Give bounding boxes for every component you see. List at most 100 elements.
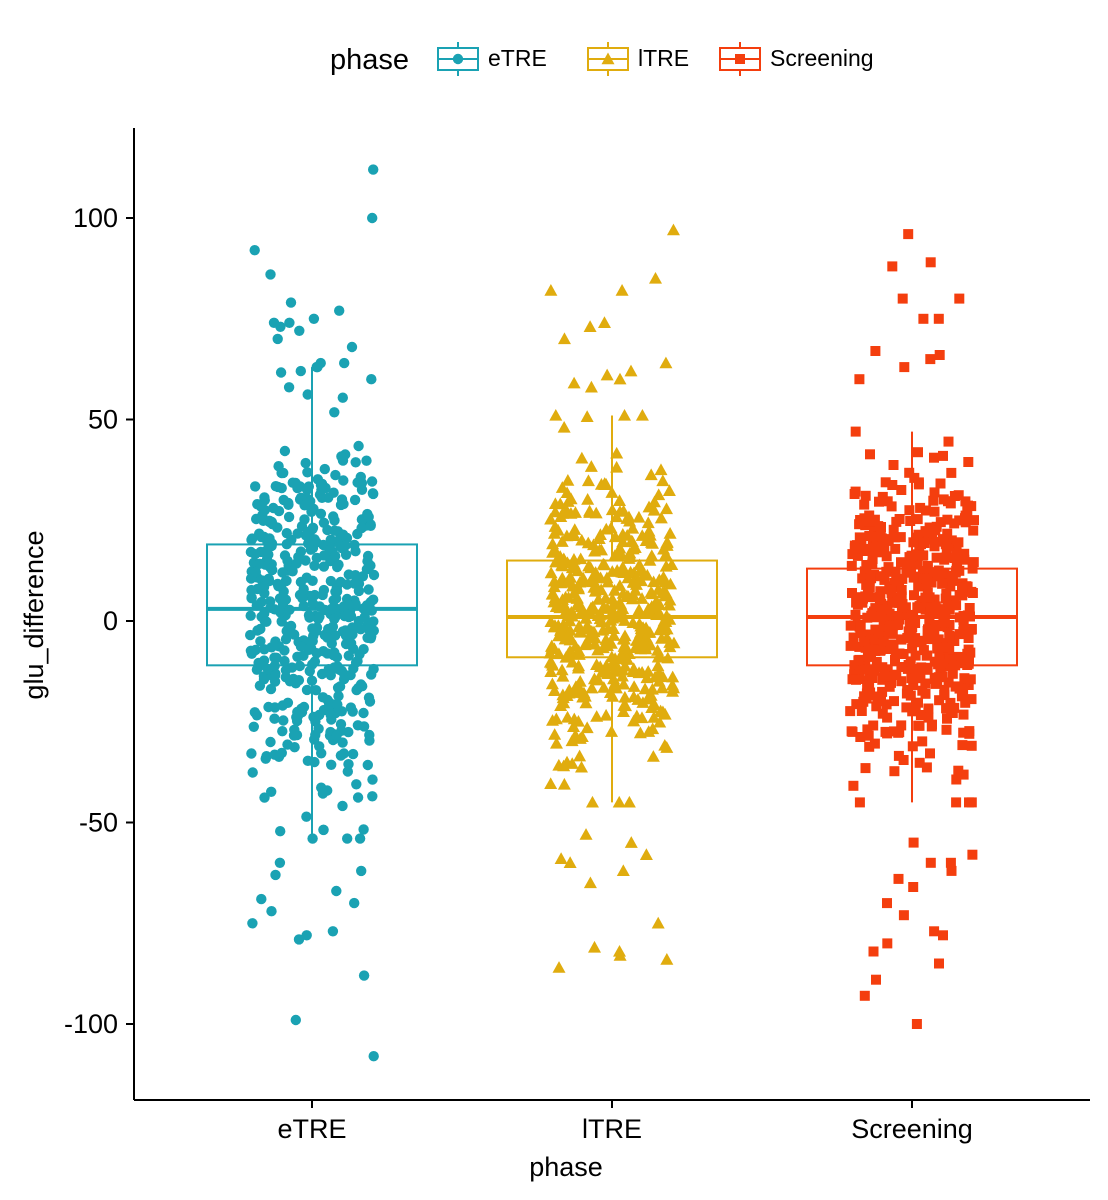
data-point <box>299 500 310 511</box>
data-point <box>931 552 942 563</box>
data-point <box>359 611 370 623</box>
data-point <box>896 557 906 568</box>
data-point <box>959 548 970 559</box>
data-point <box>547 642 561 655</box>
data-point <box>365 520 376 531</box>
data-point <box>640 568 654 581</box>
data-point <box>946 467 957 478</box>
data-point <box>643 554 657 566</box>
data-point <box>923 624 933 635</box>
data-point <box>632 510 646 523</box>
data-point <box>606 690 620 702</box>
data-point <box>246 584 257 596</box>
data-point <box>609 661 623 674</box>
data-point <box>894 648 905 659</box>
data-point <box>849 543 860 554</box>
data-point <box>617 504 631 517</box>
data-point <box>323 697 335 708</box>
data-point <box>968 557 979 568</box>
data-point <box>547 580 561 593</box>
data-point <box>264 516 275 528</box>
data-point <box>847 549 858 560</box>
data-point <box>937 570 947 581</box>
data-point-outlier <box>584 380 598 393</box>
data-point <box>918 573 929 584</box>
data-point <box>310 685 322 696</box>
data-point-outlier <box>275 321 286 332</box>
data-point <box>950 567 961 578</box>
data-point <box>338 475 349 486</box>
data-point <box>654 463 668 476</box>
data-point <box>877 708 888 719</box>
data-point <box>942 528 953 539</box>
data-point <box>626 521 640 534</box>
data-point <box>337 737 348 748</box>
data-point <box>959 554 970 565</box>
data-point <box>889 670 900 680</box>
data-point <box>660 631 674 644</box>
data-point <box>915 502 926 513</box>
data-point <box>850 426 861 437</box>
data-point <box>941 543 952 554</box>
data-point <box>277 700 288 711</box>
data-point <box>929 594 940 605</box>
legend-key-marker <box>735 54 745 64</box>
data-point <box>268 502 279 514</box>
data-point <box>937 642 948 653</box>
data-point <box>854 519 865 530</box>
data-point <box>865 449 875 460</box>
data-point <box>860 763 871 774</box>
data-point <box>361 455 372 466</box>
data-point <box>632 603 646 616</box>
data-point <box>666 670 680 683</box>
data-point <box>352 477 363 488</box>
data-point <box>340 540 351 551</box>
data-point <box>660 536 674 549</box>
data-point <box>626 665 640 678</box>
data-point <box>342 833 353 844</box>
data-point <box>896 720 907 731</box>
data-point <box>920 678 931 689</box>
data-point <box>290 477 301 489</box>
data-point <box>863 643 874 654</box>
data-point <box>896 634 907 645</box>
data-point <box>909 590 919 601</box>
data-point <box>569 680 583 692</box>
data-point-outlier <box>588 940 602 953</box>
data-point-outlier <box>356 865 367 877</box>
data-point <box>945 697 956 708</box>
data-point <box>854 666 865 677</box>
data-point <box>613 541 627 554</box>
data-point <box>554 576 568 589</box>
data-point <box>904 618 915 629</box>
points-lTRE <box>543 223 681 973</box>
data-point <box>960 510 971 521</box>
data-point <box>295 576 307 588</box>
data-point <box>597 600 611 613</box>
data-point <box>322 632 333 643</box>
data-point <box>581 493 595 505</box>
data-point <box>307 623 318 634</box>
data-point <box>605 592 619 605</box>
data-point <box>629 578 643 590</box>
data-point <box>248 721 259 732</box>
data-point <box>877 662 888 673</box>
data-point <box>647 503 661 516</box>
data-point <box>880 477 891 488</box>
data-point <box>330 593 342 604</box>
data-point <box>584 460 598 472</box>
data-point <box>641 626 655 638</box>
data-point <box>889 696 899 707</box>
data-point <box>558 599 572 612</box>
data-point <box>279 655 290 667</box>
data-point <box>306 506 317 517</box>
data-point <box>281 539 292 550</box>
data-point <box>610 446 624 459</box>
data-point <box>269 604 280 615</box>
data-point <box>874 594 885 605</box>
data-point <box>854 641 865 652</box>
data-point <box>966 624 977 635</box>
data-point <box>657 614 671 627</box>
data-point <box>864 531 875 541</box>
data-point-outlier <box>859 990 870 1001</box>
